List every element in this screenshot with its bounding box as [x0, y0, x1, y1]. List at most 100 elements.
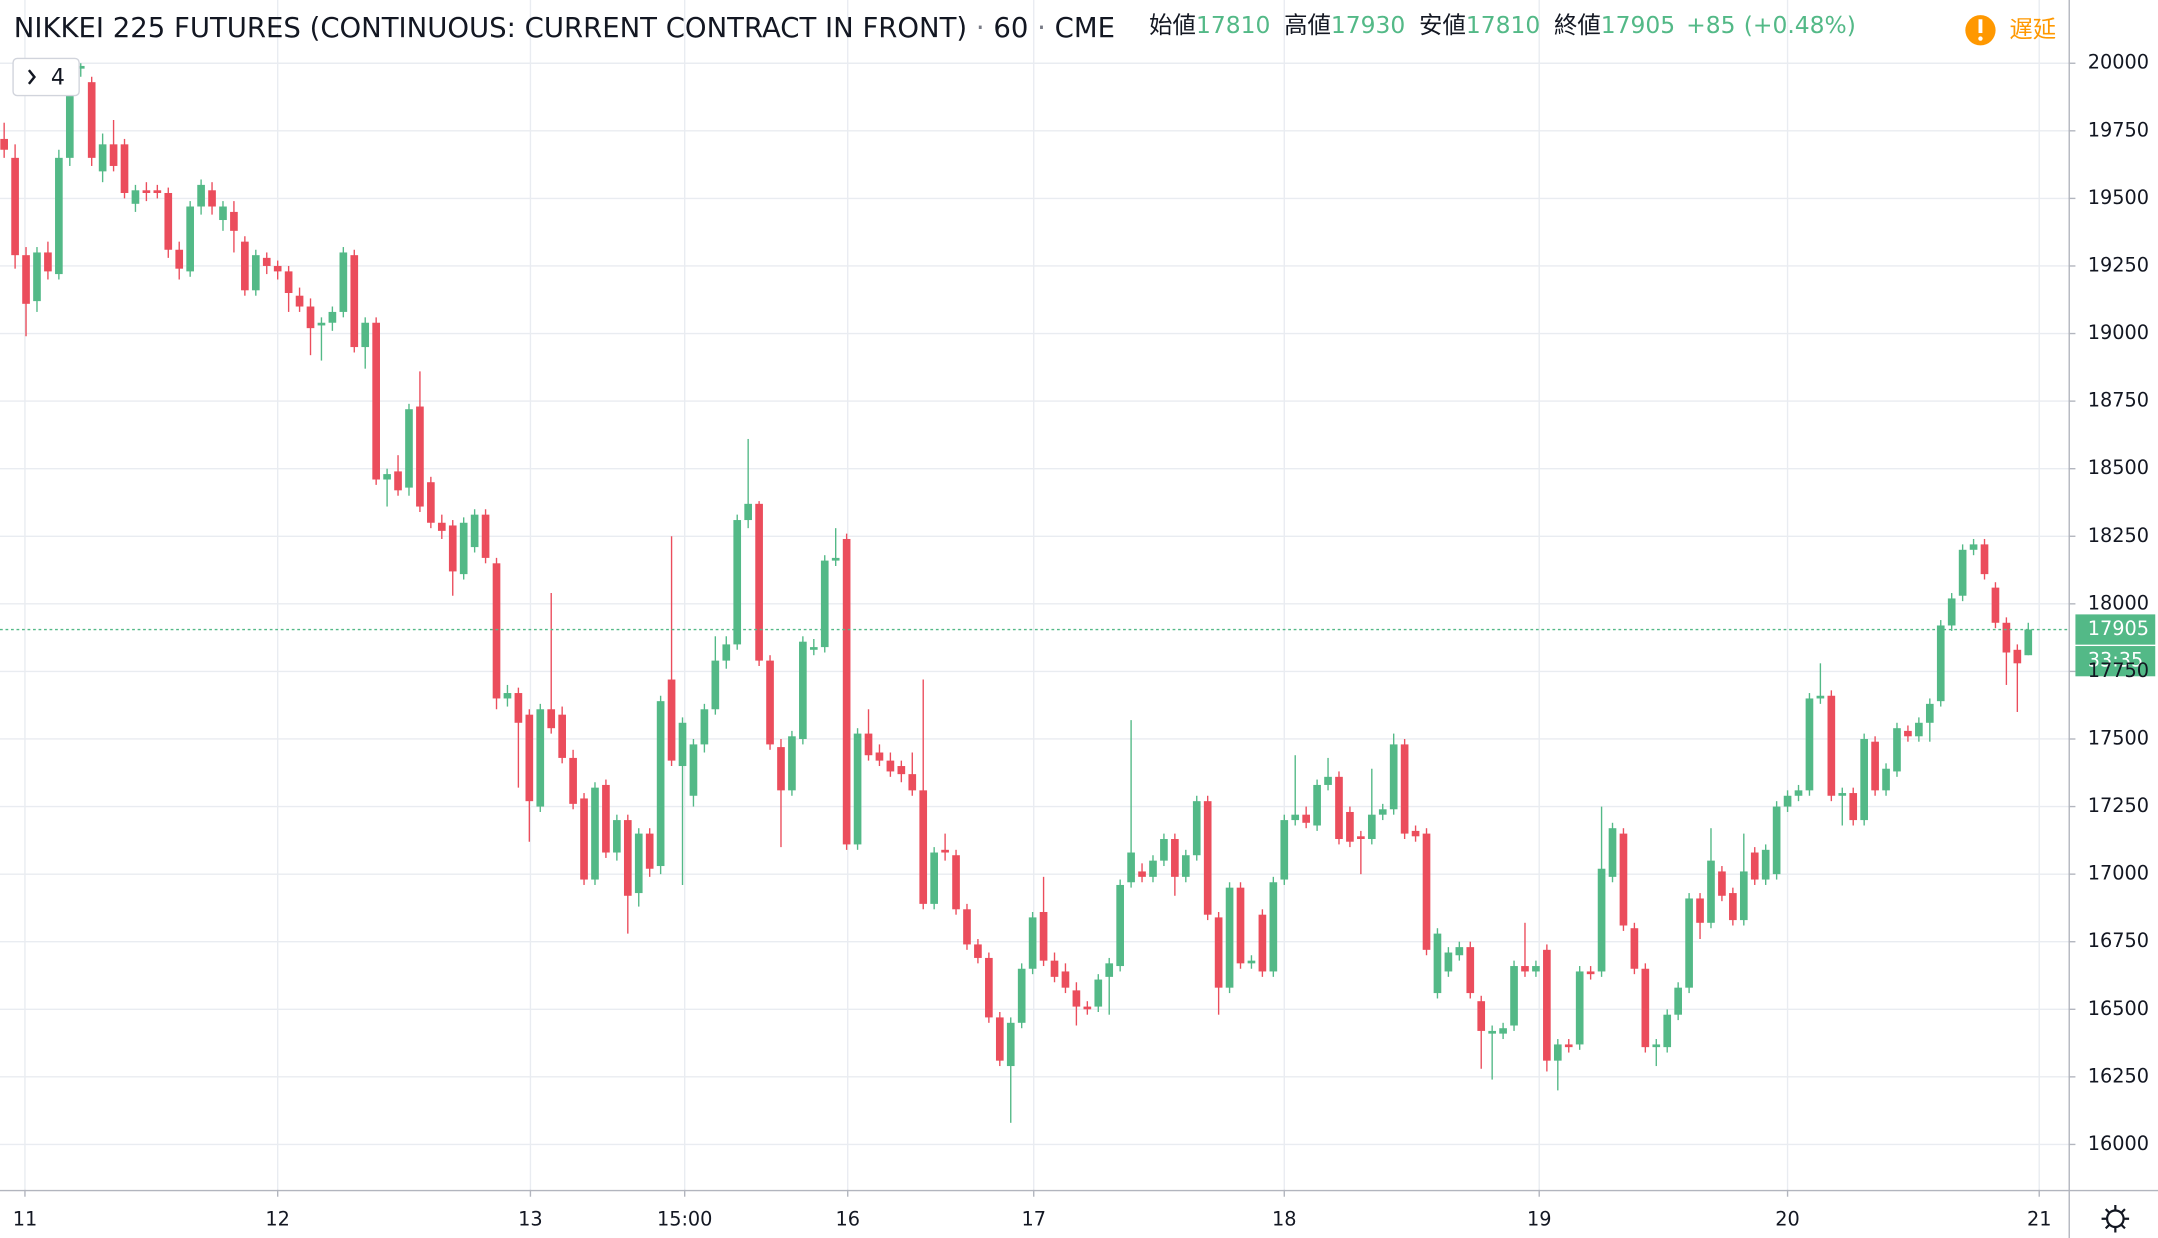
- candle-body: [689, 744, 698, 796]
- candle-body: [459, 522, 468, 575]
- ohlc-value: 17810: [1466, 11, 1540, 39]
- candle-body: [1532, 966, 1540, 972]
- change-pct: (+0.48%): [1744, 11, 1856, 39]
- candle-body: [1729, 893, 1737, 921]
- candle-body: [897, 766, 906, 775]
- y-tick-label: 17500: [2088, 727, 2149, 750]
- ohlc-value: 17905: [1601, 11, 1675, 39]
- candle-body: [755, 503, 763, 661]
- indicator-toggle[interactable]: 4: [12, 57, 80, 97]
- warning-icon-bar: [1978, 19, 1983, 34]
- candle-body: [678, 722, 687, 767]
- candle-body: [1674, 987, 1682, 1015]
- candle-body: [2013, 649, 2022, 664]
- candle-body: [1291, 814, 1300, 821]
- candle-body: [230, 211, 238, 231]
- candle-body: [831, 557, 840, 561]
- candle-body: [142, 190, 151, 193]
- candle-body: [1214, 917, 1223, 988]
- y-tick-label: 18750: [2088, 389, 2149, 412]
- candle-body: [1247, 960, 1256, 964]
- candle-body: [1827, 695, 1836, 796]
- y-tick-label: 19750: [2088, 118, 2149, 141]
- candle-body: [164, 192, 173, 250]
- candle-body: [1991, 587, 2000, 623]
- settings-button[interactable]: [2101, 1204, 2130, 1233]
- candle-body: [262, 257, 271, 266]
- candle-body: [1619, 833, 1628, 926]
- x-tick-label: 21: [2027, 1208, 2052, 1231]
- countdown-tag: [2075, 646, 2156, 677]
- candle-body: [1389, 744, 1398, 810]
- candle-body: [1543, 949, 1551, 1061]
- candle-body: [1794, 790, 1803, 796]
- candle-body: [383, 474, 391, 480]
- x-tick-label: 15:00: [657, 1208, 712, 1231]
- grid: [0, 0, 2076, 1197]
- candle-body: [492, 563, 501, 699]
- candle-body: [1630, 928, 1639, 969]
- y-tick-label: 19500: [2088, 186, 2149, 209]
- ohlc-label: 終値: [1554, 11, 1601, 39]
- candle-body: [700, 709, 709, 745]
- candle-body: [1805, 698, 1814, 791]
- candle-body: [1061, 971, 1070, 988]
- indicator-count: 4: [51, 65, 65, 90]
- y-tick-label: 19250: [2088, 253, 2149, 276]
- y-tick-label: 17750: [2088, 659, 2149, 682]
- candle-body: [1893, 728, 1901, 772]
- y-tick-label: 17250: [2088, 794, 2149, 817]
- x-tick-label: 17: [1021, 1208, 1046, 1231]
- candle-body: [470, 514, 479, 548]
- y-tick-label: 18500: [2088, 456, 2149, 479]
- candle-body: [645, 833, 654, 869]
- candle-body: [22, 255, 30, 304]
- x-tick-label: 20: [1775, 1208, 1800, 1231]
- indicator-button: [12, 57, 80, 97]
- delay-badge[interactable]: 遅延: [1965, 15, 2056, 46]
- candle-body: [1367, 814, 1376, 840]
- ohlc-label: 安値: [1419, 11, 1466, 39]
- candle-body: [481, 514, 490, 558]
- candle-body: [711, 660, 720, 710]
- candle-body: [98, 144, 107, 172]
- candle-body: [306, 306, 315, 329]
- x-tick-label: 19: [1527, 1208, 1552, 1231]
- candle-body: [1652, 1044, 1661, 1048]
- warning-icon-dot: [1978, 36, 1983, 41]
- candle-body: [1138, 871, 1146, 877]
- chart-header: NIKKEI 225 FUTURES (CONTINUOUS: CURRENT …: [14, 12, 1115, 44]
- candle-body: [952, 855, 960, 910]
- last-price-label: 17905: [2088, 617, 2149, 640]
- candle-body: [1904, 730, 1912, 737]
- candle-body: [1039, 911, 1048, 961]
- candle-body: [1302, 814, 1310, 823]
- candle-body: [1116, 884, 1124, 967]
- countdown-label: 33:35: [2088, 649, 2143, 672]
- candle-body: [186, 206, 194, 272]
- interval: 60: [993, 12, 1028, 44]
- candle-body: [788, 736, 796, 791]
- candle-body: [1783, 795, 1792, 807]
- candle-body: [1028, 917, 1037, 969]
- candle-body: [974, 944, 982, 958]
- candle-body: [120, 144, 129, 193]
- chart-title: NIKKEI 225 FUTURES (CONTINUOUS: CURRENT …: [14, 12, 967, 44]
- candle-body: [1192, 801, 1201, 856]
- candle-body: [853, 733, 862, 845]
- candle-body: [1915, 722, 1923, 737]
- candle-body: [930, 852, 938, 904]
- candle-body: [536, 709, 545, 807]
- candle-body: [1816, 695, 1825, 699]
- candle-body: [33, 252, 41, 302]
- candle-body: [197, 184, 205, 207]
- candle-body: [1160, 839, 1168, 861]
- candle-body: [1006, 1022, 1015, 1067]
- delay-label: 遅延: [2009, 15, 2056, 43]
- overlay: 17905 33:35: [0, 614, 2156, 677]
- candle-body: [766, 660, 774, 745]
- candle-body: [1871, 741, 1879, 791]
- candle-body: [1553, 1044, 1562, 1061]
- separator: ·: [976, 12, 985, 44]
